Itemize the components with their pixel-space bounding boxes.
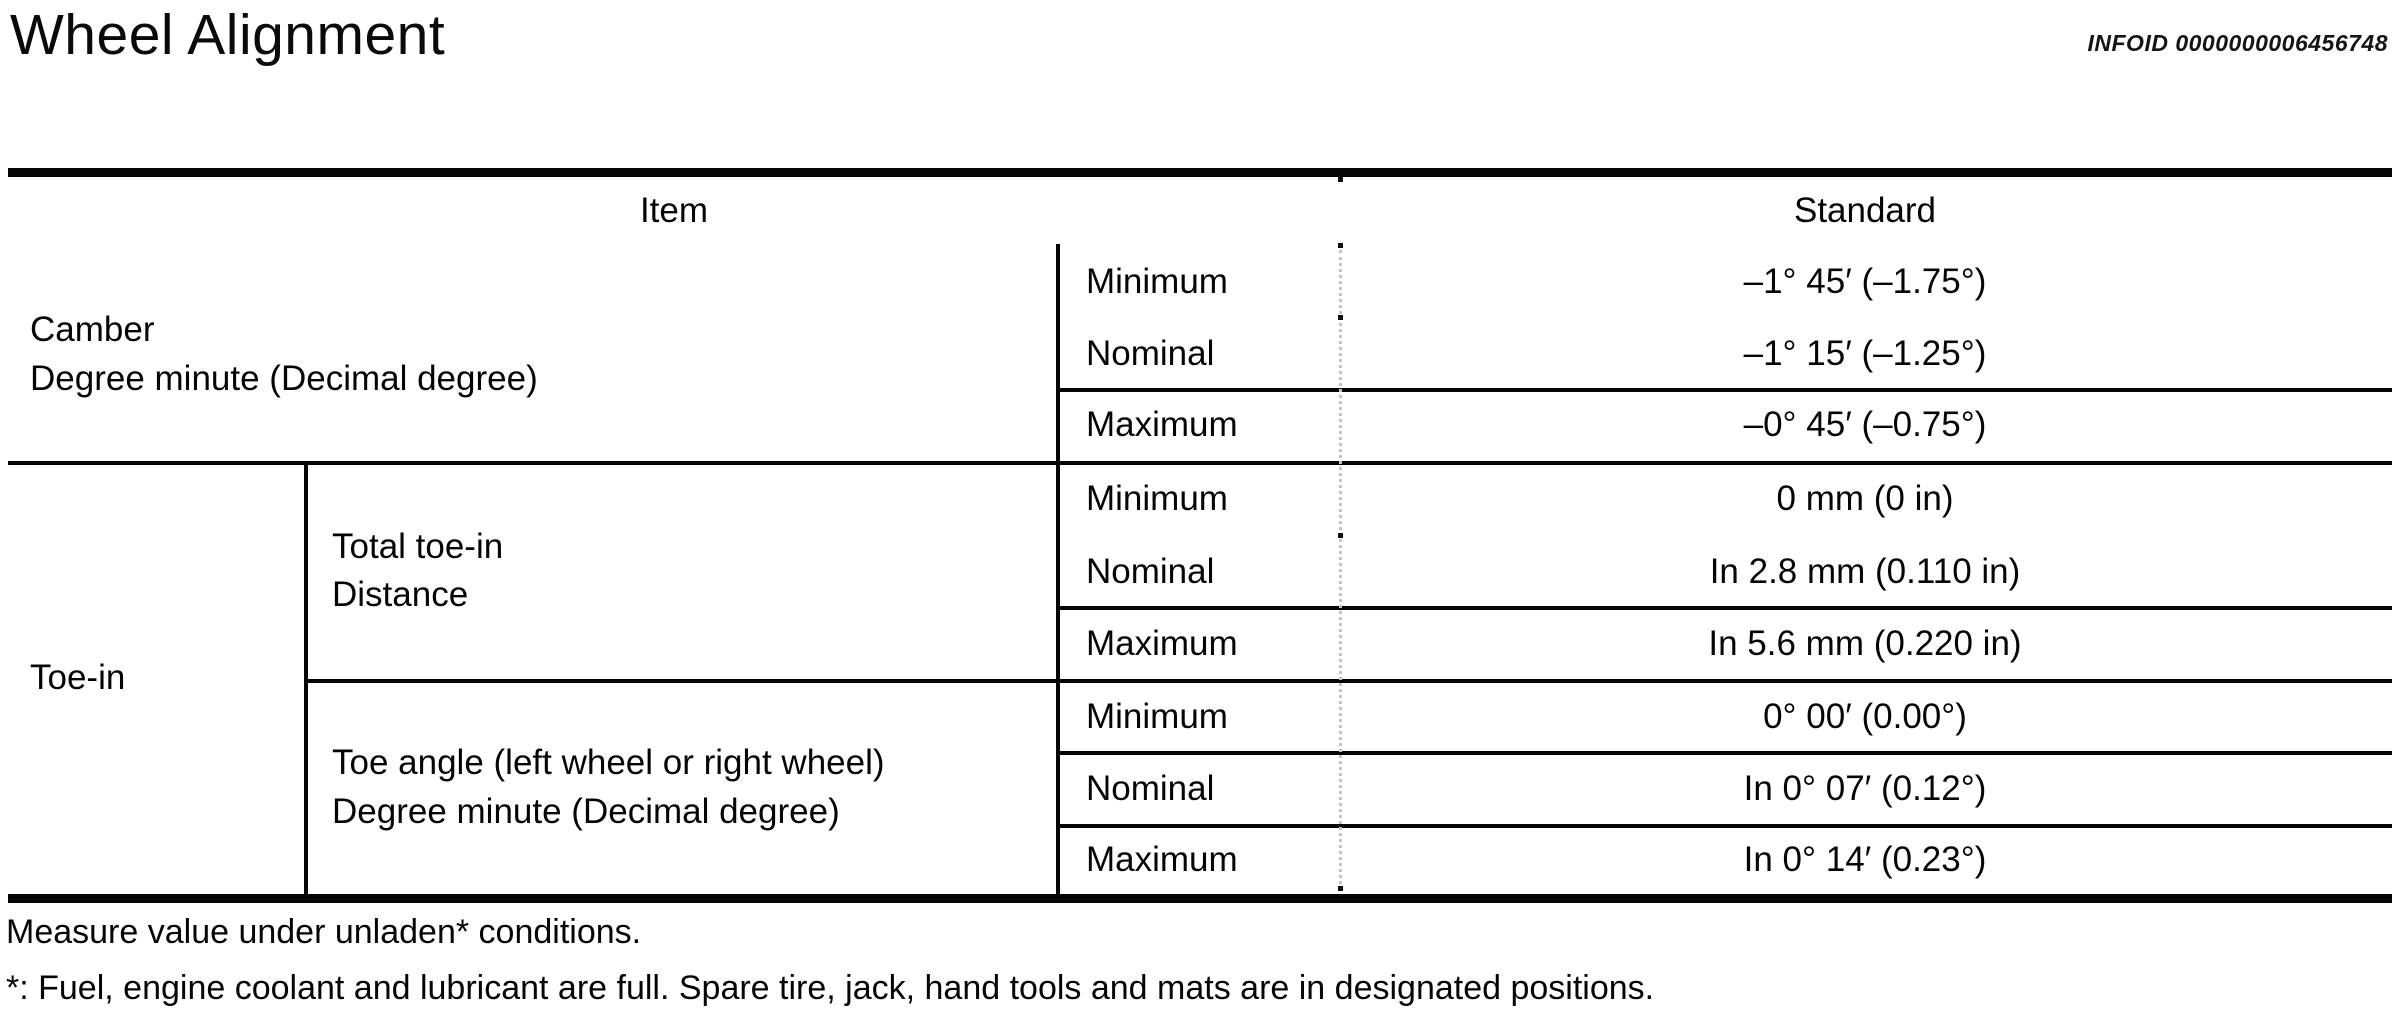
toe-angle-label-line2: Degree minute (Decimal degree) — [332, 791, 840, 831]
divider-minmax-value-faint — [1339, 250, 1342, 890]
toeangle-min-value: 0° 00′ (0.00°) — [1763, 696, 1967, 736]
camber-label-line1: Camber — [30, 310, 155, 350]
grid-dot — [1338, 533, 1343, 538]
camber-nom-label: Nominal — [1086, 333, 1215, 373]
camber-min-value: –1° 45′ (–1.75°) — [1743, 261, 1987, 301]
divider-toein-subitem — [304, 461, 308, 898]
table-border-top — [8, 168, 2392, 177]
note-asterisk: *: Fuel, engine coolant and lubricant ar… — [6, 969, 1655, 1007]
rule-camber-nom-max — [1056, 388, 2392, 392]
grid-dot — [1338, 315, 1343, 320]
toe-angle-label: Toe angle (left wheel or right wheel) De… — [332, 681, 1032, 894]
note-unladen: Measure value under unladen* conditions. — [6, 913, 642, 951]
camber-item-label: Camber Degree minute (Decimal degree) — [30, 246, 1030, 463]
camber-max-label: Maximum — [1086, 405, 1238, 445]
toeangle-max-label: Maximum — [1086, 839, 1238, 879]
camber-label-line2: Degree minute (Decimal degree) — [30, 358, 538, 398]
divider-item-minmax — [1056, 244, 1060, 898]
table-border-bottom — [8, 894, 2392, 903]
camber-min-label: Minimum — [1086, 261, 1228, 301]
grid-dot — [1338, 243, 1343, 248]
toedist-max-label: Maximum — [1086, 624, 1238, 664]
toedist-min-label: Minimum — [1086, 479, 1228, 519]
grid-dot — [1338, 177, 1343, 182]
rule-camber-toe — [8, 461, 2392, 465]
toeangle-max-value: In 0° 14′ (0.23°) — [1743, 839, 1987, 879]
rule-toeangle-nom-max — [1056, 824, 2392, 828]
toedist-min-value: 0 mm (0 in) — [1776, 479, 1954, 519]
infoid-label: INFOID 0000000006456748 — [2087, 30, 2388, 56]
total-toein-label-line1: Total toe-in — [332, 526, 504, 566]
toeangle-min-label: Minimum — [1086, 696, 1228, 736]
toein-item-label: Toe-in — [30, 658, 126, 698]
grid-dot — [1338, 886, 1343, 891]
toe-angle-label-line1: Toe angle (left wheel or right wheel) — [332, 743, 885, 783]
rule-toedist-nom-max — [1056, 606, 2392, 610]
toedist-nom-value: In 2.8 mm (0.110 in) — [1709, 551, 2021, 591]
camber-max-value: –0° 45′ (–0.75°) — [1743, 405, 1987, 445]
toeangle-nom-label: Nominal — [1086, 769, 1215, 809]
page-title: Wheel Alignment — [10, 3, 446, 67]
rule-toeangle-min-nom — [1056, 751, 2392, 755]
column-header-item: Item — [639, 191, 709, 231]
toedist-nom-label: Nominal — [1086, 551, 1215, 591]
rule-toedist-toeangle — [304, 679, 2392, 683]
total-toein-label: Total toe-in Distance — [332, 463, 1032, 679]
camber-nom-value: –1° 15′ (–1.25°) — [1743, 333, 1987, 373]
column-header-standard: Standard — [1793, 191, 1937, 231]
total-toein-label-line2: Distance — [332, 575, 469, 614]
toedist-max-value: In 5.6 mm (0.220 in) — [1708, 624, 2022, 664]
toeangle-nom-value: In 0° 07′ (0.12°) — [1743, 769, 1987, 809]
